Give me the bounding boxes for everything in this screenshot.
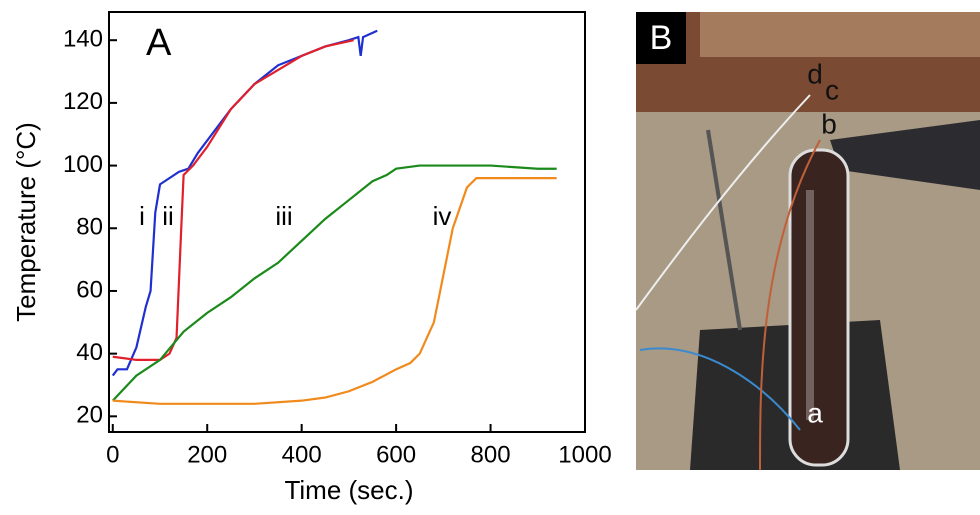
y-tick-label: 120: [63, 88, 103, 115]
series-line: [111, 164, 557, 402]
x-tick-label: 600: [376, 441, 416, 468]
stand-rod: [706, 129, 742, 331]
curve-label: i: [139, 201, 145, 231]
series-line: [112, 177, 557, 405]
y-tick-label: 40: [76, 339, 103, 366]
fence: [700, 12, 980, 57]
y-tick-label: 100: [63, 151, 103, 178]
x-tick-label: 400: [282, 441, 322, 468]
wire: [639, 347, 801, 431]
x-axis-title: Time (sec.): [284, 475, 413, 505]
x-tick-label: 1000: [558, 441, 611, 468]
photo: B a b c d: [635, 12, 980, 471]
wire: [759, 139, 821, 471]
y-tick-label: 140: [63, 26, 103, 53]
y-axis-title: Temperature (°C): [11, 122, 41, 322]
device: [830, 120, 980, 190]
curve-label: iv: [433, 201, 452, 231]
photo-label-box: [636, 12, 686, 64]
y-tick-label: 20: [76, 402, 103, 429]
curve-label: iii: [275, 201, 292, 231]
panel-label: A: [146, 22, 172, 64]
plot-frame: [108, 11, 586, 433]
annotation: b: [821, 108, 837, 139]
curve-label: ii: [162, 201, 174, 231]
x-tick-label: 0: [106, 441, 119, 468]
y-tick-label: 80: [76, 214, 103, 241]
wire: [635, 94, 811, 311]
x-tick-label: 800: [471, 441, 511, 468]
annotation: a: [807, 397, 823, 428]
series-line: [111, 29, 378, 377]
series-line: [112, 39, 354, 362]
tube: [788, 148, 850, 467]
y-tick-label: 60: [76, 276, 103, 303]
annotation: c: [825, 74, 839, 105]
x-tick-label: 200: [187, 441, 227, 468]
tube-glare: [806, 190, 814, 420]
annotation: d: [807, 58, 823, 89]
photo-label: B: [650, 19, 673, 57]
